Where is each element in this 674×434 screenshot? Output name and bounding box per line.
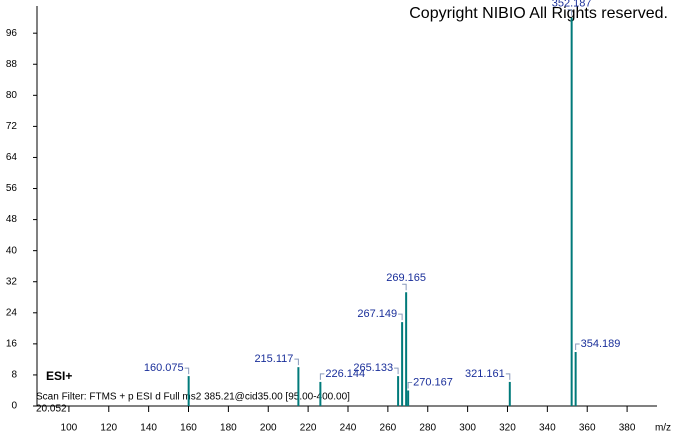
ion-mode: ESI+	[46, 369, 72, 383]
x-tick-label: 160	[180, 423, 197, 434]
y-tick-label: 64	[6, 152, 18, 163]
peak-label: 352.187	[552, 0, 592, 10]
y-tick-label: 48	[6, 214, 18, 225]
y-tick-label: 24	[6, 307, 18, 318]
peak-label: 160.075	[144, 362, 184, 374]
label-bracket	[407, 381, 413, 389]
x-tick-label: 200	[260, 423, 277, 434]
y-tick-label: 0	[11, 401, 17, 412]
label-bracket	[402, 283, 407, 291]
label-bracket	[575, 343, 580, 351]
peak-label: 269.165	[386, 272, 426, 284]
x-tick-label: 180	[220, 423, 237, 434]
x-tick-label: 260	[380, 423, 397, 434]
x-tick-label: 360	[579, 423, 596, 434]
peak-label: 267.149	[357, 308, 397, 320]
peak-label: 215.117	[254, 353, 293, 365]
y-tick-label: 8	[11, 370, 17, 381]
x-tick-label: 120	[100, 423, 117, 434]
label-bracket	[184, 367, 190, 375]
x-tick-label: 280	[419, 423, 436, 434]
label-bracket	[567, 9, 573, 16]
peak-label: 321.161	[465, 368, 505, 380]
x-tick-label: 340	[539, 423, 556, 434]
y-tick-label: 40	[6, 245, 18, 256]
y-tick-label: 72	[6, 121, 18, 132]
x-tick-label: 300	[459, 423, 476, 434]
x-tick-label: 100	[61, 423, 78, 434]
label-bracket	[398, 313, 403, 321]
peak-label: 226.144	[325, 368, 365, 380]
x-tick-label: 220	[300, 423, 317, 434]
x-tick-label: 140	[140, 423, 157, 434]
peak-label: 270.167	[413, 376, 453, 388]
retention-time: 20.052	[36, 404, 67, 415]
peak-label: 354.189	[581, 338, 621, 350]
peak-label: 265.133	[353, 362, 393, 374]
scan-filter: Scan Filter: FTMS + p ESI d Full ms2 385…	[36, 392, 350, 403]
y-tick-label: 32	[6, 276, 18, 287]
x-tick-label: 380	[619, 423, 636, 434]
x-axis-label: m/z	[655, 423, 671, 434]
x-tick-label: 320	[499, 423, 516, 434]
copyright: Copyright NIBIO All Rights reserved.	[409, 5, 668, 22]
label-bracket	[294, 358, 299, 366]
y-tick-label: 96	[6, 28, 18, 39]
label-bracket	[319, 373, 325, 380]
label-bracket	[505, 373, 511, 380]
y-tick-label: 80	[6, 90, 18, 101]
y-tick-label: 16	[6, 339, 18, 350]
y-tick-label: 88	[6, 59, 18, 70]
y-tick-label: 56	[6, 183, 18, 194]
x-tick-label: 240	[340, 423, 357, 434]
label-bracket	[394, 367, 399, 375]
